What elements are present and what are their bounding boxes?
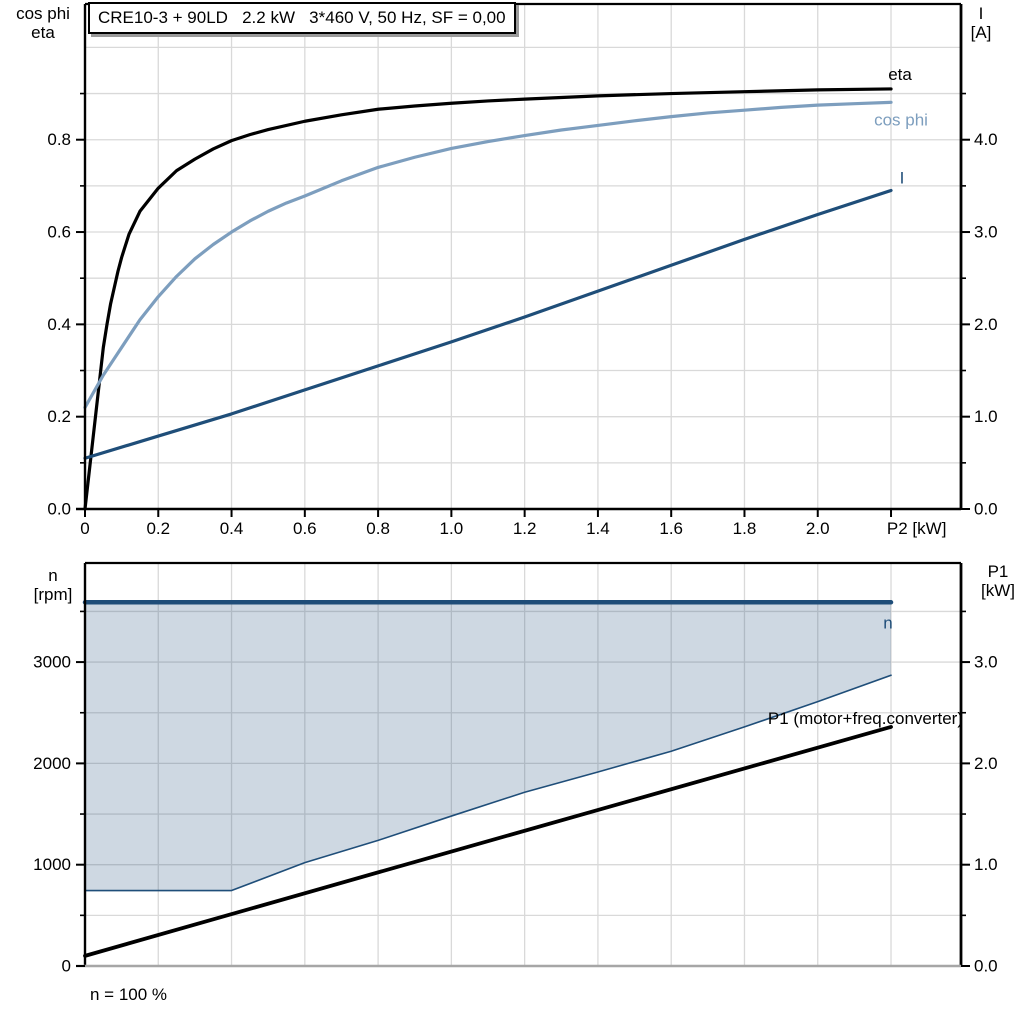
x-tick-label: 0.6 (293, 519, 317, 538)
i-curve (83, 188, 893, 460)
x-tick-label: 1.8 (733, 519, 757, 538)
left-tick-label: 0.2 (47, 407, 71, 426)
left-tick-label: 0.6 (47, 223, 71, 242)
i-label: I (900, 168, 905, 187)
left-tick-label: 0.4 (47, 315, 71, 334)
right-tick-label: 2.0 (974, 315, 998, 334)
speed-axis-unit-label: n [rpm] (22, 566, 84, 604)
current-axis-unit-label: I [A] (950, 4, 1012, 42)
n-label: n (883, 613, 892, 632)
cos-phi-curve (83, 100, 893, 410)
speed-operating-band (85, 602, 892, 891)
current-symbol-label: I (978, 4, 984, 23)
eta-curve (83, 87, 893, 511)
right-tick-label: 1.0 (974, 407, 998, 426)
right-tick-label: 1.0 (974, 855, 998, 874)
right-tick-label: 4.0 (974, 130, 998, 149)
x-tick-label: 2.0 (806, 519, 830, 538)
x-tick-label: 0.4 (220, 519, 244, 538)
left-axis-unit-label: cos phi eta (7, 4, 79, 42)
left-tick-label: 1000 (33, 855, 71, 874)
x-tick-label: 0 (80, 519, 89, 538)
speed-symbol-label: n (48, 566, 58, 585)
speed-100-percent-note: n = 100 % (90, 985, 168, 1004)
left-tick-label: 0.0 (47, 500, 71, 519)
left-tick-label: 0 (62, 957, 71, 976)
right-tick-label: 2.0 (974, 754, 998, 773)
left-tick-label: 0.8 (47, 130, 71, 149)
bottom-chart: 0 1000 2000 3000 0.0 1.0 2.0 3.0 n P1 (motor+freq… (33, 561, 998, 976)
cos-phi-label: cos phi (874, 110, 928, 129)
x-tick-label: 1.4 (586, 519, 610, 538)
right-tick-label: 3.0 (974, 653, 998, 672)
x-tick-label: 0.2 (146, 519, 170, 538)
p1-motor-freq-converter-label: P1 (motor+freq.converter) (768, 709, 963, 728)
x-axis-title: P2 [kW] (887, 519, 947, 538)
left-tick-label: 3000 (33, 653, 71, 672)
eta-label: eta (888, 65, 912, 84)
n-min-curve (84, 674, 892, 892)
p1-symbol-label: P1 (987, 562, 1009, 581)
x-tick-label: 1.2 (513, 519, 537, 538)
right-tick-label: 0.0 (974, 957, 998, 976)
kw-unit-label: [kW] (981, 581, 1015, 600)
x-tick-label: 1.6 (659, 519, 683, 538)
ampere-unit-label: [A] (970, 23, 992, 42)
x-tick-label: 0.8 (366, 519, 390, 538)
top-chart: 0.0 0.2 0.4 0.6 0.8 0.0 1.0 2.0 3.0 4.0 0 0.2 0.4 0.6… (47, 2, 998, 538)
cos-phi-axis-label: cos phi (16, 4, 70, 23)
right-tick-label: 3.0 (974, 223, 998, 242)
chart-title: CRE10-3 + 90LD 2.2 kW 3*460 V, 50 Hz, SF… (88, 2, 516, 34)
rpm-unit-label: [rpm] (33, 585, 73, 604)
p1-axis-unit-label: P1 [kW] (972, 562, 1024, 600)
left-tick-label: 2000 (33, 754, 71, 773)
p1-motor-freq-converter-curve (83, 725, 893, 958)
x-tick-label: 1.0 (440, 519, 464, 538)
right-tick-label: 0.0 (974, 500, 998, 519)
eta-axis-label: eta (31, 23, 55, 42)
